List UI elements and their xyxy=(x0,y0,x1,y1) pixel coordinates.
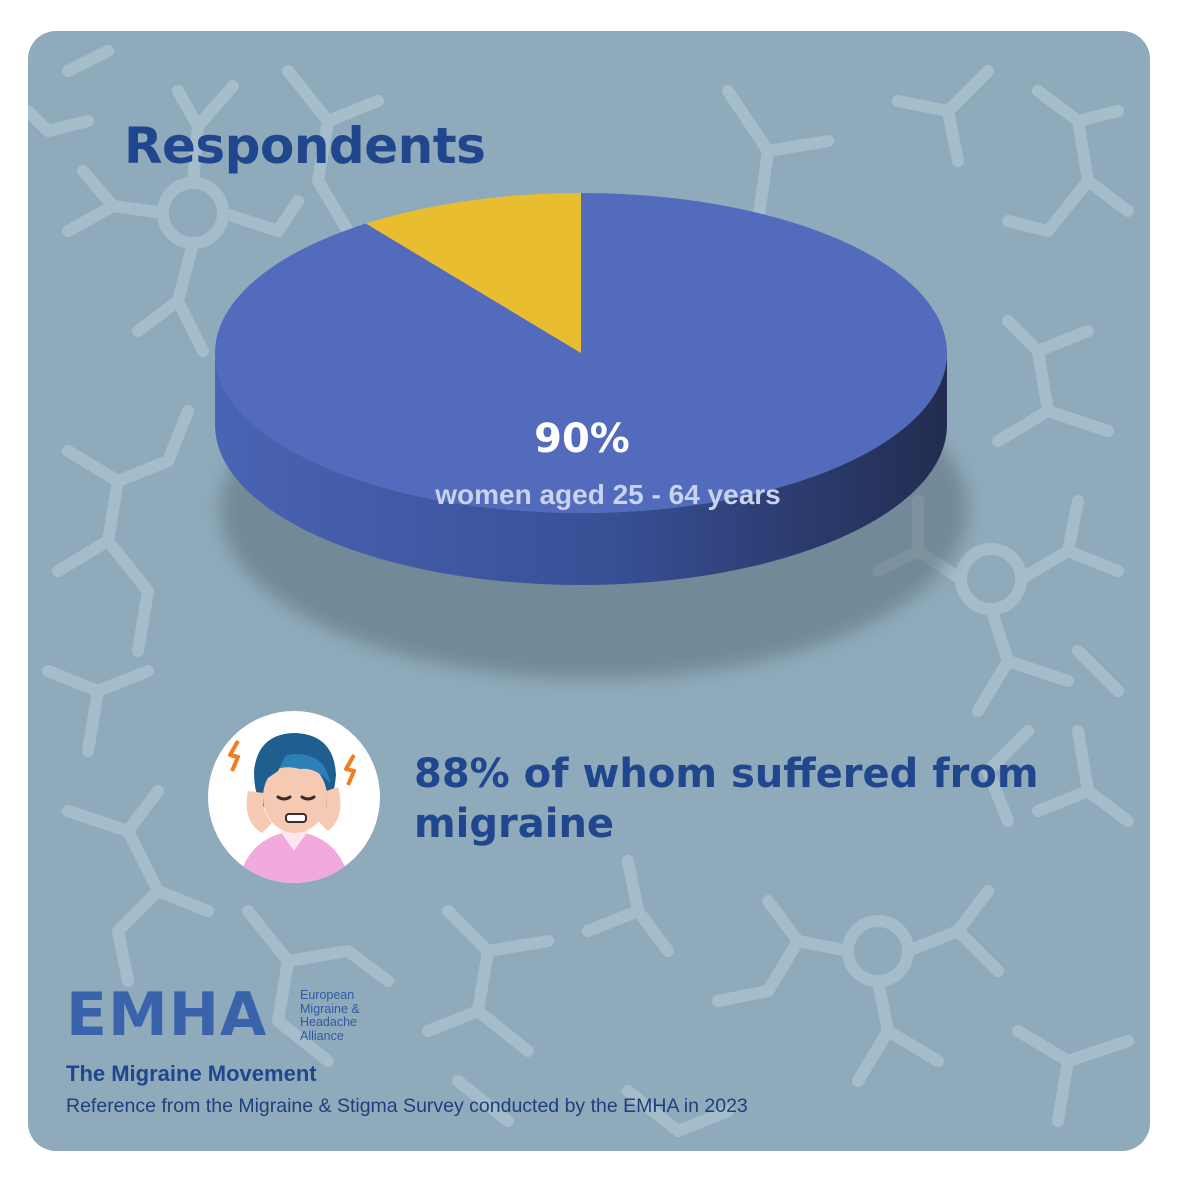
logo-org-name: European Migraine & Headache Alliance xyxy=(300,988,420,1043)
logo-org-line: Headache xyxy=(300,1015,357,1029)
migraine-headache-icon xyxy=(208,711,380,883)
pie-chart: 90% women aged 25 - 64 years xyxy=(214,193,968,679)
logo-org-line: Alliance xyxy=(300,1028,344,1043)
tagline: The Migraine Movement xyxy=(66,1061,317,1086)
pie-slices xyxy=(214,193,948,513)
infographic-card: Respondents 90% women aged 25 - 64 years xyxy=(28,31,1150,1151)
pie-slice-label: women aged 25 - 64 years xyxy=(434,479,781,510)
migraine-stat-text: 88% of whom suffered from migraine xyxy=(414,751,1039,847)
pie-value-label: 90% xyxy=(534,416,630,462)
pie-side xyxy=(215,353,947,585)
logo-org-line: Migraine & xyxy=(300,1001,360,1016)
page-title: Respondents xyxy=(124,117,486,175)
logo-org-line: European xyxy=(300,988,355,1002)
pie-slice-1 xyxy=(365,193,581,353)
reference-text: Reference from the Migraine & Stigma Sur… xyxy=(66,1095,748,1117)
logo-wordmark: EMHA xyxy=(66,980,268,1050)
